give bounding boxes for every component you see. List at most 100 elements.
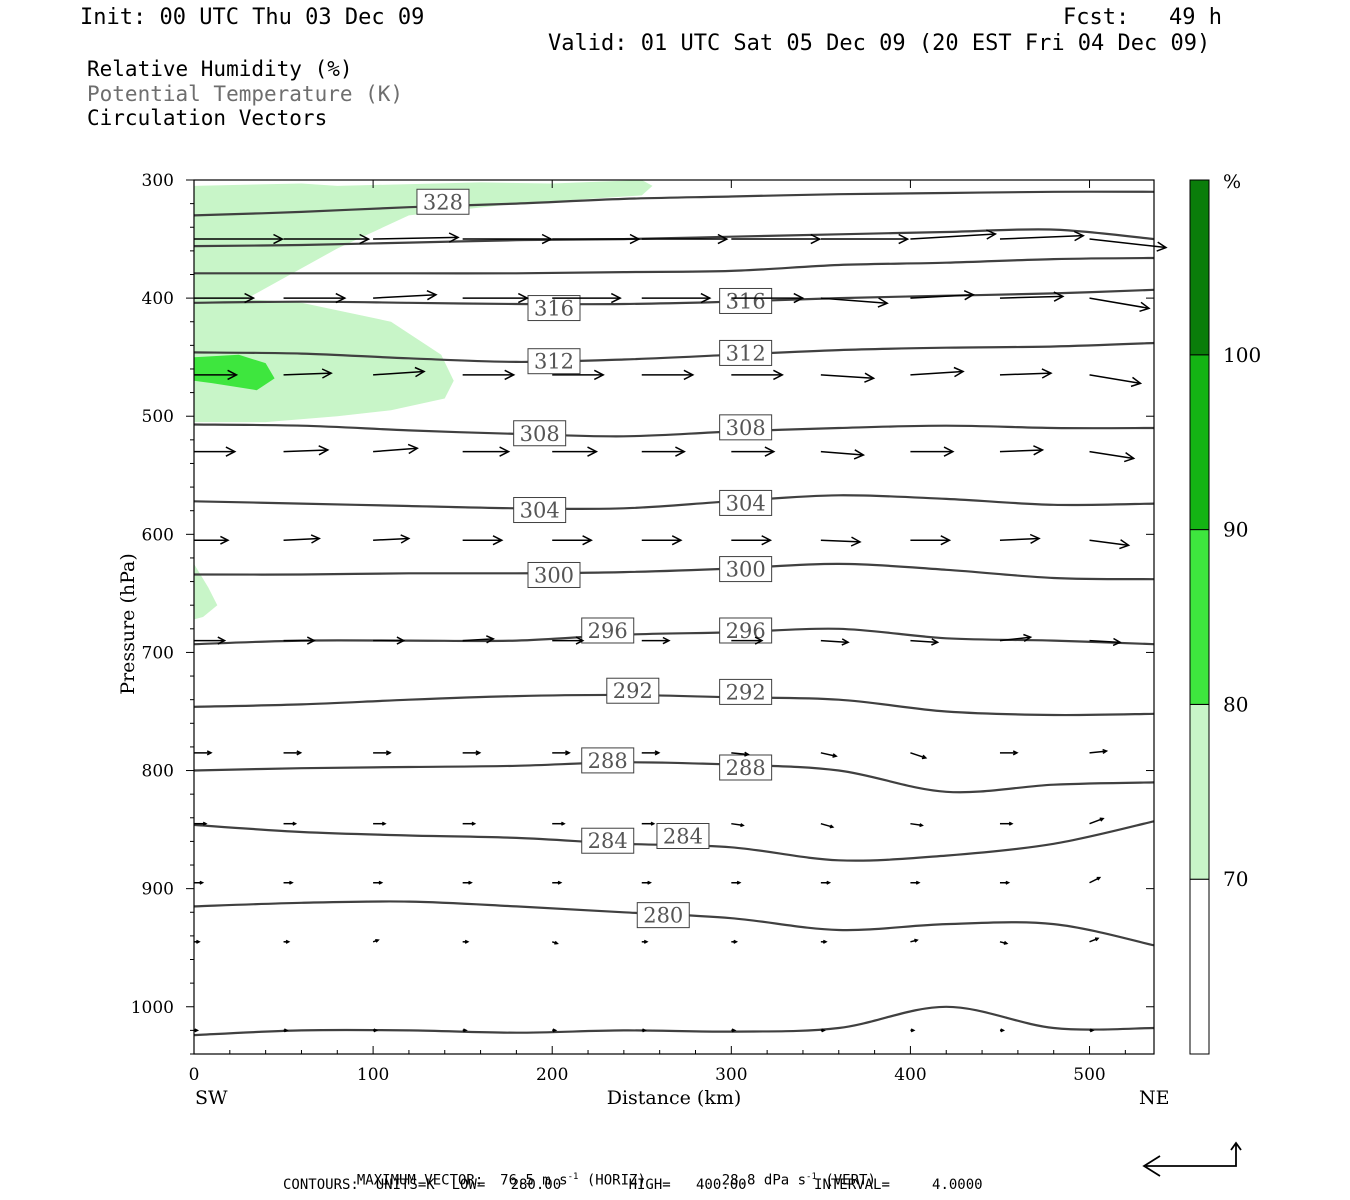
vector-head — [217, 636, 227, 645]
vector-arrow — [731, 369, 784, 381]
vector-head — [841, 638, 850, 646]
plot-frame — [193, 179, 1155, 1055]
vector-arrow — [462, 369, 516, 381]
vector-head — [914, 938, 919, 943]
vector-shaft — [1089, 238, 1167, 249]
theta-contour-288 — [193, 761, 1155, 794]
vector-head — [717, 233, 729, 245]
vector-arrow — [1089, 238, 1168, 252]
vector-arrow — [283, 445, 330, 456]
theta-label-288-0: 288 — [581, 747, 635, 774]
vector-head — [1089, 1028, 1095, 1033]
max-vector-vert-exp: -1 — [806, 1172, 817, 1182]
theta-label-text: 300 — [534, 563, 574, 587]
vector-head — [919, 823, 924, 828]
theta-label-box — [581, 827, 635, 854]
vector-arrow — [641, 369, 695, 381]
vector-arrow — [1089, 937, 1100, 943]
vector-head — [1102, 748, 1109, 755]
colorbar-label-100: 100 — [1223, 343, 1261, 367]
vector-head — [1123, 451, 1136, 463]
theta-label-text: 312 — [534, 350, 574, 374]
vector-shaft — [999, 372, 1051, 376]
vector-arrow — [641, 535, 683, 546]
vector-shaft — [820, 539, 860, 543]
colorbar-label-90: 90 — [1223, 518, 1248, 542]
theta-label-284-1: 284 — [656, 823, 710, 849]
vector-arrow — [731, 939, 739, 944]
vector-arrow — [910, 229, 998, 240]
vector-head — [296, 750, 303, 756]
vector-head — [407, 443, 419, 455]
vector-shaft — [1089, 817, 1104, 825]
theta-label-box — [527, 561, 581, 588]
vector-head — [1000, 1028, 1006, 1033]
vector-arrow — [283, 1028, 289, 1033]
theta-label-308-0: 308 — [513, 420, 567, 447]
vector-head — [504, 369, 516, 381]
vector-head — [921, 754, 928, 760]
vector-head — [552, 1028, 558, 1033]
vector-arrow — [373, 443, 419, 455]
vector-head — [492, 535, 504, 546]
theta-label-text: 292 — [726, 680, 766, 704]
max-vector-horiz-exp: -1 — [567, 1172, 579, 1182]
vector-head — [1029, 533, 1041, 544]
vector-arrow — [1089, 637, 1122, 647]
vector-arrow — [373, 1028, 379, 1033]
theta-label-300-0: 300 — [527, 561, 581, 588]
vector-head — [1041, 368, 1053, 379]
theta-label-box — [719, 556, 773, 583]
theta-label-312-1: 312 — [719, 339, 773, 366]
theta-label-304-0: 304 — [513, 497, 567, 524]
vector-head — [463, 1028, 468, 1033]
vector-head — [475, 750, 482, 756]
vector-head — [373, 1028, 379, 1033]
vector-arrow — [641, 821, 656, 826]
vector-arrow — [999, 368, 1053, 379]
vector-head — [671, 535, 683, 546]
vector-arrow — [462, 535, 504, 546]
vector-head — [464, 939, 470, 944]
vector-arrow — [820, 752, 838, 758]
x-tick-label: 100 — [357, 1065, 389, 1085]
vector-arrow — [999, 291, 1065, 302]
vector-head — [225, 446, 237, 457]
vector-head — [822, 939, 828, 944]
rh-region-2 — [194, 563, 218, 620]
theta-label-316-1: 316 — [719, 287, 773, 314]
vector-arrow — [194, 939, 201, 944]
vector-shaft — [1089, 539, 1129, 547]
vector-arrow — [462, 939, 470, 944]
theta-label-text: 300 — [726, 558, 766, 582]
vector-arrow — [283, 233, 371, 245]
vector-head — [1033, 445, 1045, 456]
vector-arrow — [820, 297, 889, 308]
vector-head — [731, 1028, 737, 1033]
vector-head — [587, 446, 599, 457]
vector-shaft — [373, 236, 459, 240]
x-tick-label: 200 — [536, 1065, 568, 1085]
vector-head — [414, 366, 426, 378]
vector-shaft — [820, 822, 833, 828]
vector-head — [194, 1028, 200, 1033]
vector-head — [1156, 241, 1168, 252]
vector-head — [744, 751, 750, 757]
vector-arrow — [910, 1028, 916, 1033]
y-tick-label: 600 — [142, 525, 174, 545]
theta-label-328-0: 328 — [416, 188, 470, 215]
vector-head — [953, 366, 965, 378]
field-potential-temperature: Potential Temperature (K) — [87, 82, 404, 106]
vector-arrow — [910, 752, 928, 760]
vector-head — [826, 880, 832, 885]
theta-label-box — [581, 617, 635, 644]
circulation-vectors — [194, 229, 1168, 1033]
vector-arrow — [194, 636, 227, 645]
vector-arrow — [999, 880, 1011, 885]
vector-arrow — [552, 233, 641, 245]
vector-arrow — [194, 369, 239, 381]
vector-arrow — [731, 880, 742, 885]
theta-contour-308 — [193, 423, 1155, 438]
vector-arrow — [552, 535, 593, 546]
